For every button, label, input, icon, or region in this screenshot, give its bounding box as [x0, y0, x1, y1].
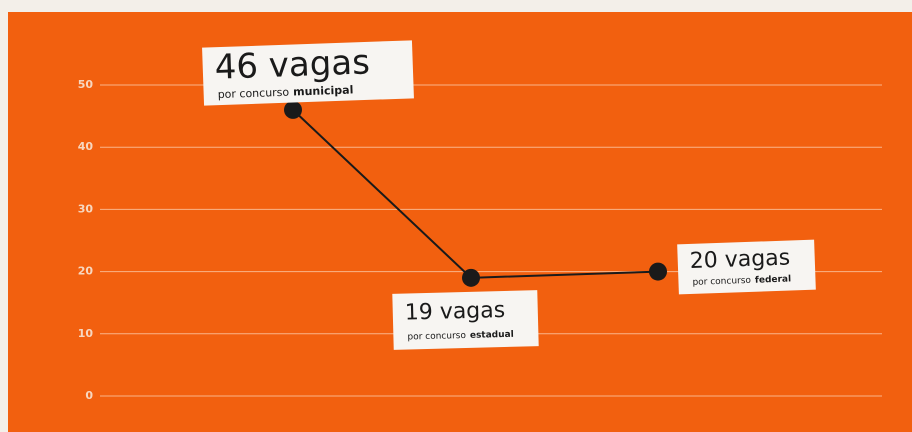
- annotation-emphasis: municipal: [293, 83, 354, 98]
- value-card: 19 vagas por concurso estadual: [392, 290, 539, 350]
- y-tick-label: 50: [78, 78, 94, 91]
- y-tick-label: 20: [78, 265, 94, 278]
- value-card: 20 vagas por concurso federal: [677, 239, 816, 295]
- value-label: 20 vagas: [689, 245, 790, 273]
- panel: [8, 12, 912, 432]
- point: [649, 262, 667, 281]
- annotation: por concurso estadual: [407, 329, 514, 342]
- y-tick-label: 0: [85, 389, 93, 402]
- y-tick-label: 30: [78, 202, 94, 215]
- annotation-text: por concurso: [217, 86, 289, 101]
- value-label: 19 vagas: [404, 298, 505, 326]
- annotation-text: por concurso: [692, 275, 751, 287]
- annotation-text: por concurso: [407, 330, 466, 342]
- point: [284, 100, 302, 119]
- card-bg: [202, 40, 414, 106]
- annotation-emphasis: federal: [755, 274, 791, 285]
- card-bg: [392, 290, 539, 350]
- point: [462, 268, 480, 287]
- annotation: por concurso federal: [692, 274, 791, 287]
- y-tick-label: 10: [78, 327, 94, 340]
- annotation: por concurso municipal: [217, 83, 353, 101]
- annotation-emphasis: estadual: [470, 329, 514, 340]
- y-tick-label: 40: [78, 140, 94, 153]
- card-bg: [677, 239, 816, 295]
- value-label: 46 vagas: [214, 42, 370, 87]
